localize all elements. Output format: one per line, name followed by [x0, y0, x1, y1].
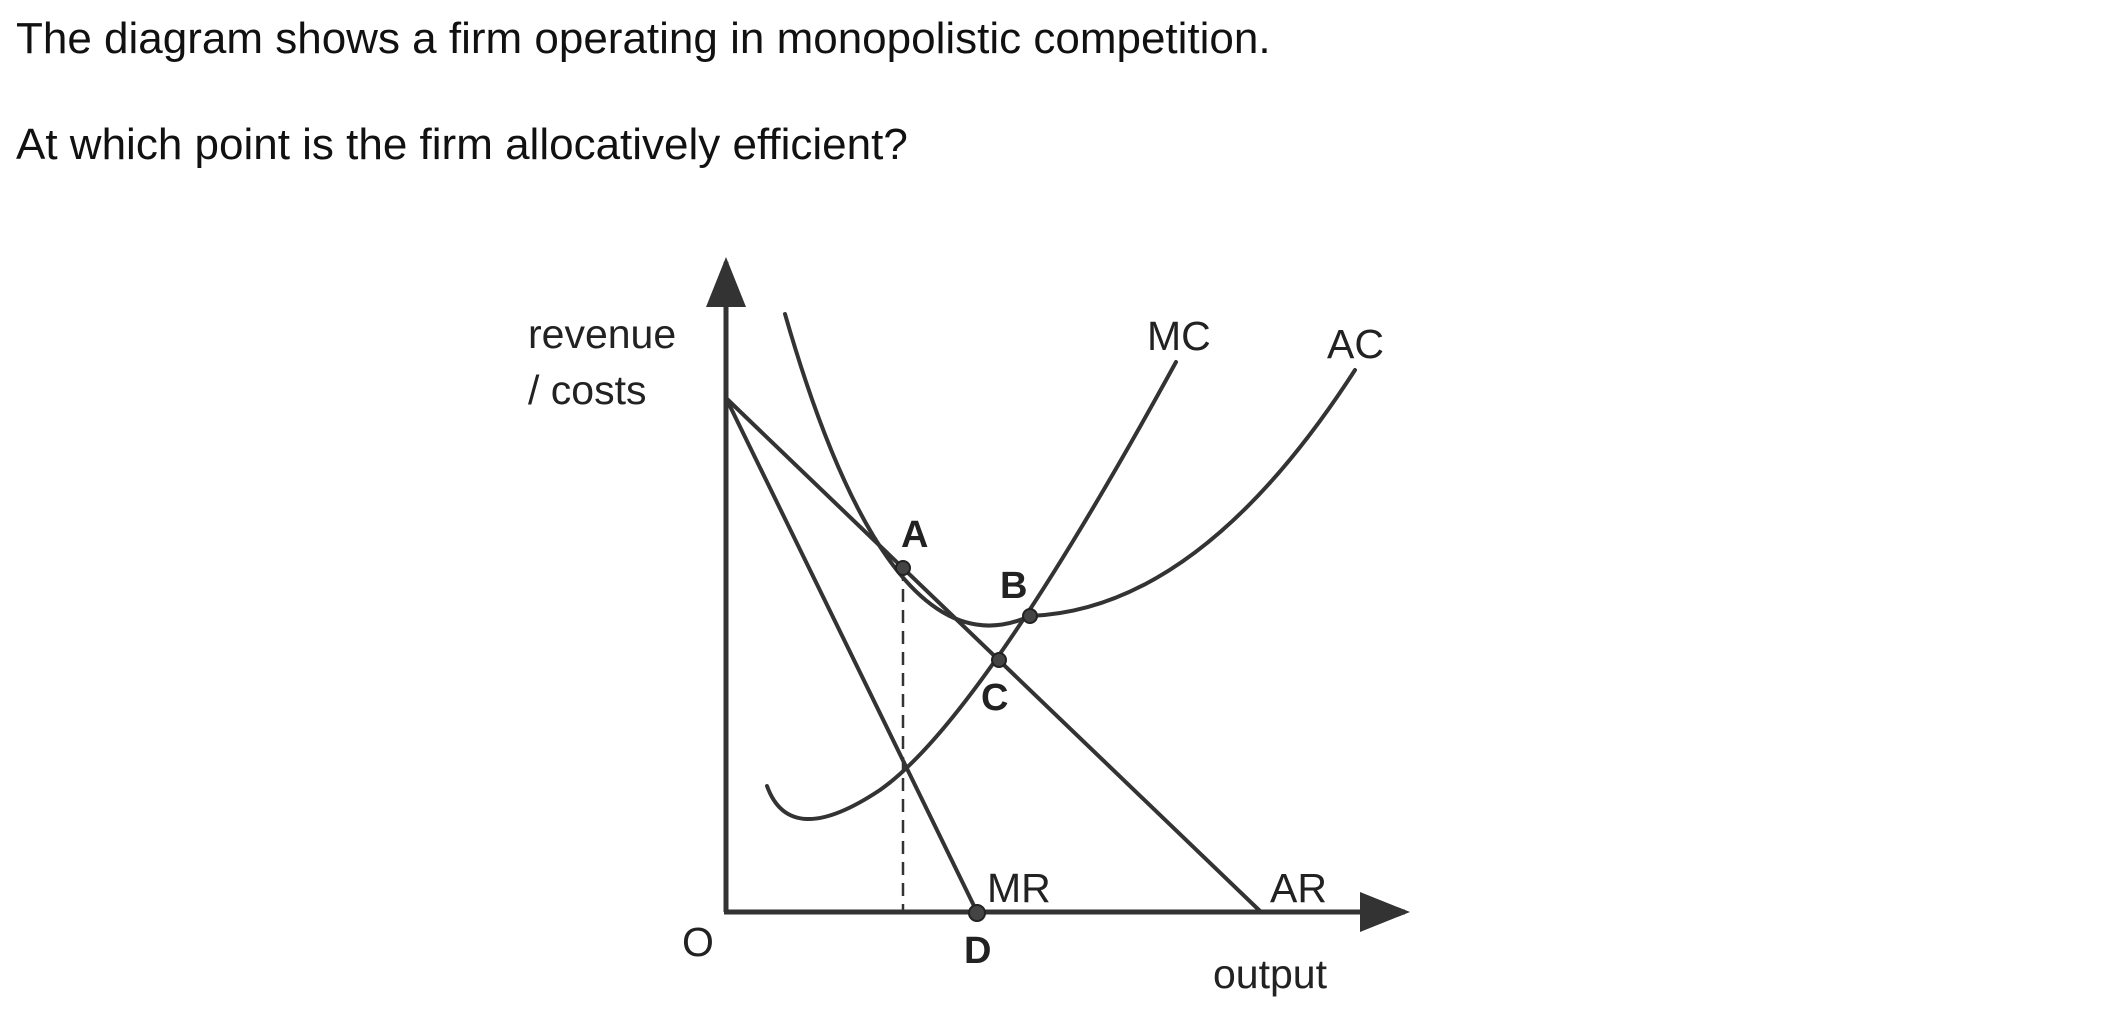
y-axis-label-line-1: revenue [528, 311, 676, 357]
question-line-1: The diagram shows a firm operating in mo… [16, 14, 1271, 63]
mc-curve [765, 360, 1178, 821]
point-b-label: B [1000, 565, 1027, 607]
point-b-marker [1022, 608, 1038, 624]
mr-label: MR [987, 865, 1051, 911]
mc-label: MC [1147, 313, 1211, 359]
y-axis-label-line-2: / costs [528, 367, 646, 413]
point-d-label: D [964, 930, 991, 972]
point-a-label: A [901, 514, 928, 556]
ac-label: AC [1327, 321, 1384, 367]
ar-label: AR [1270, 865, 1327, 911]
point-c-label: C [981, 677, 1008, 719]
point-c-marker [991, 652, 1007, 668]
mr-curve [724, 396, 979, 914]
origin-label: O [682, 919, 714, 965]
point-a-marker [895, 560, 911, 576]
point-d-marker [968, 904, 986, 922]
ac-curve [783, 312, 1357, 628]
question-line-2: At which point is the firm allocatively … [16, 120, 908, 169]
x-axis-label: output [1213, 951, 1328, 997]
